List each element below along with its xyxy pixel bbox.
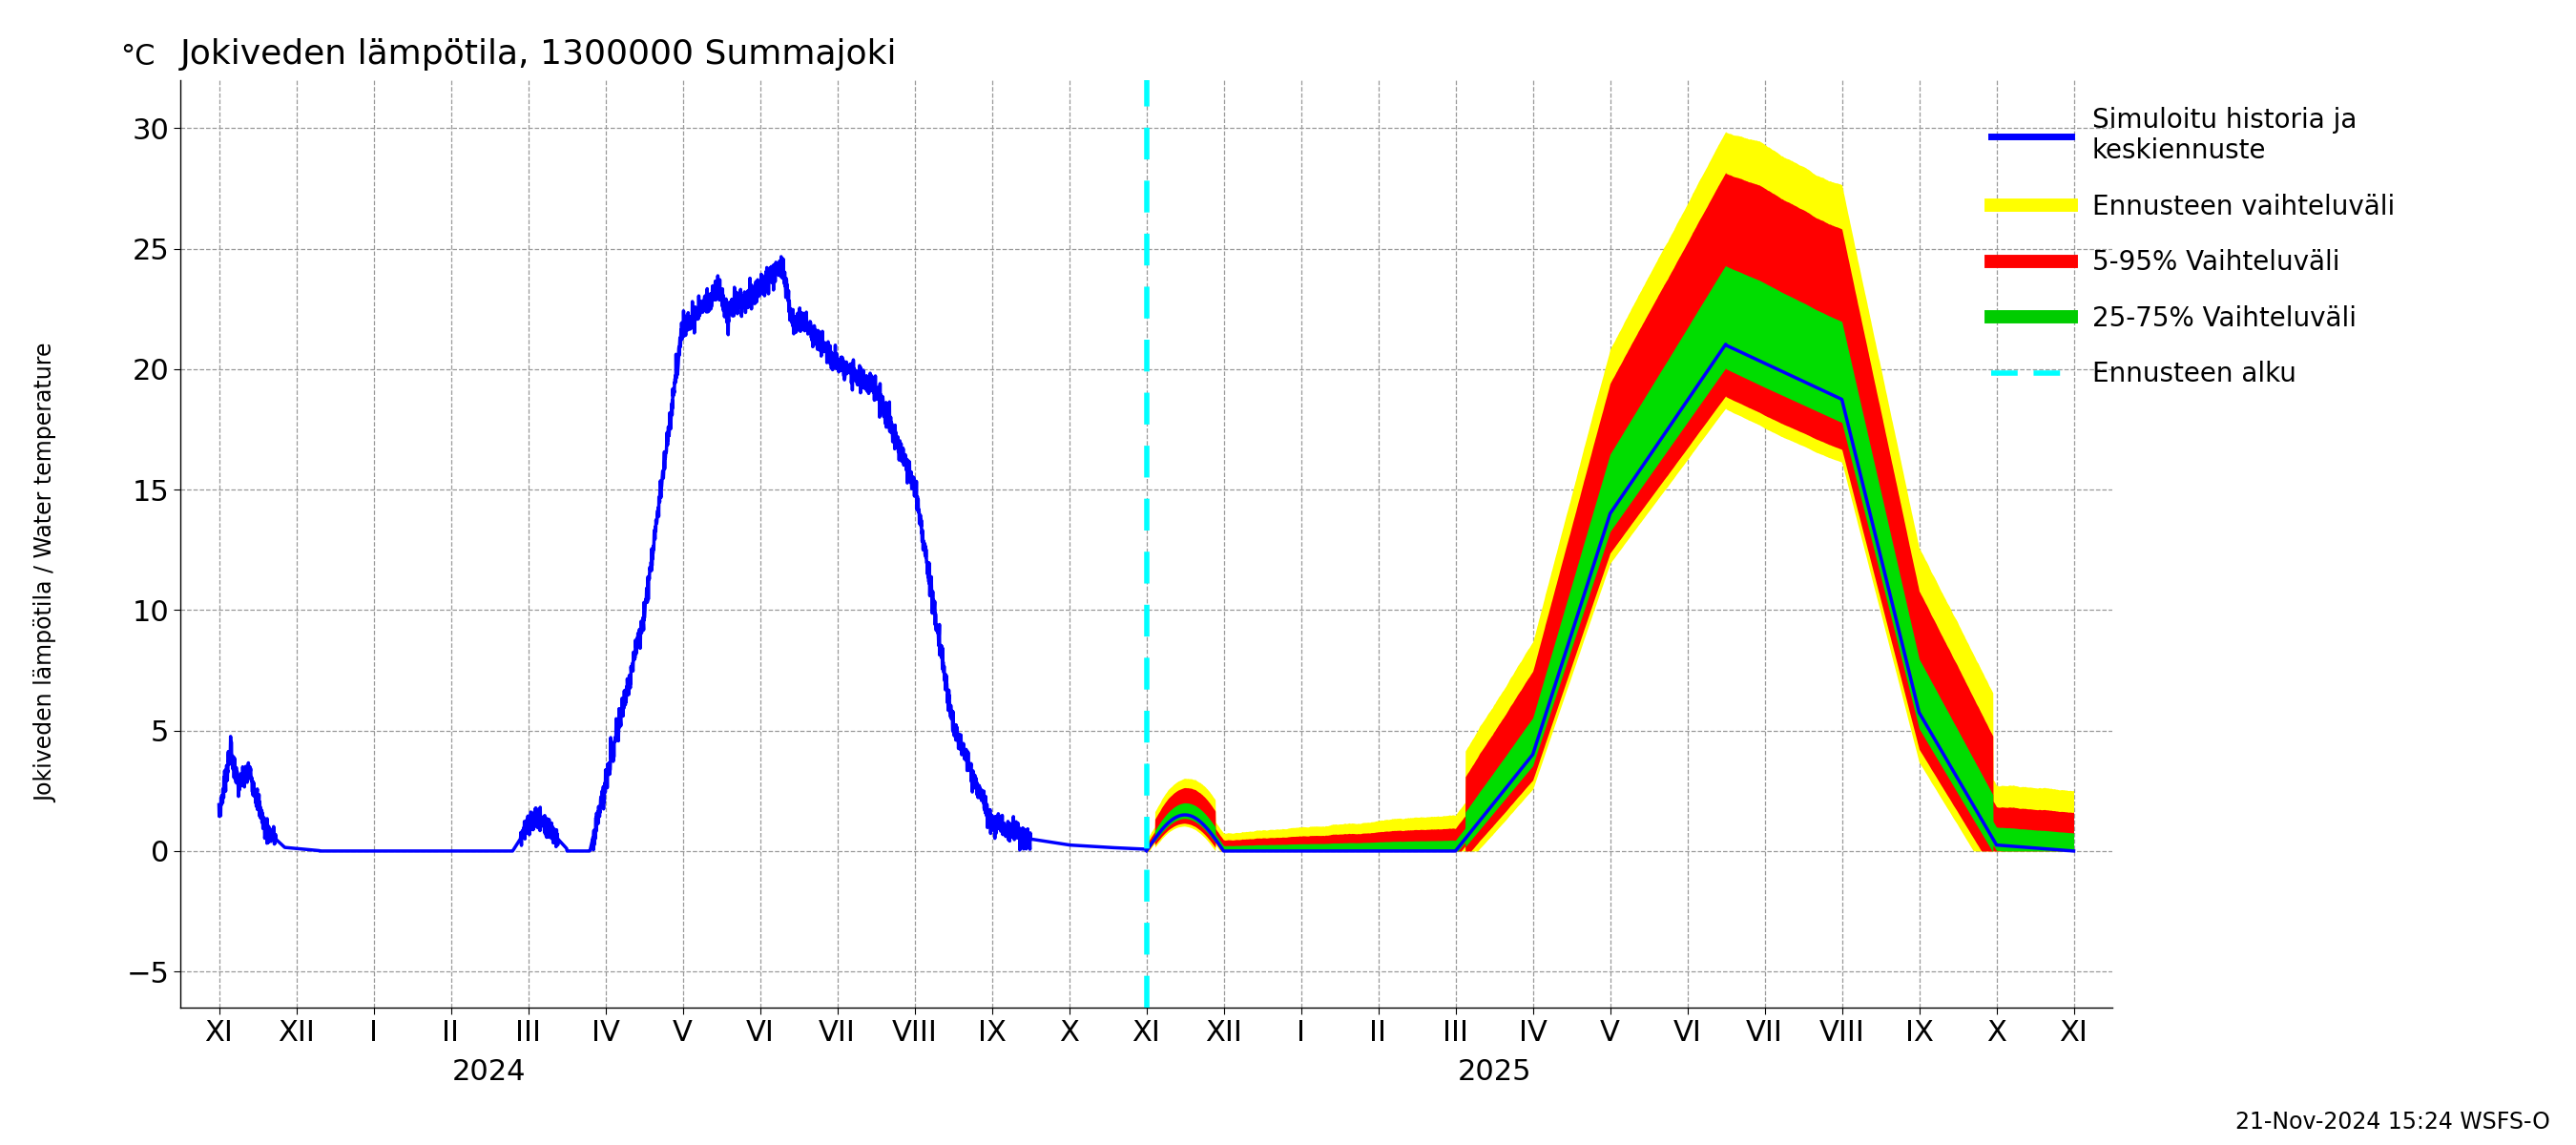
- Text: 2024: 2024: [453, 1058, 526, 1085]
- Text: 2025: 2025: [1458, 1058, 1530, 1085]
- Text: Jokiveden lämpötila, 1300000 Summajoki: Jokiveden lämpötila, 1300000 Summajoki: [180, 39, 896, 71]
- Text: 21-Nov-2024 15:24 WSFS-O: 21-Nov-2024 15:24 WSFS-O: [2236, 1111, 2550, 1134]
- Text: Jokiveden lämpötila / Water temperature: Jokiveden lämpötila / Water temperature: [36, 342, 57, 803]
- Legend: Simuloitu historia ja
keskiennuste, Ennusteen vaihteluväli, 5-95% Vaihteluväli, : Simuloitu historia ja keskiennuste, Ennu…: [1978, 94, 2409, 401]
- Y-axis label: °C: °C: [121, 44, 155, 71]
